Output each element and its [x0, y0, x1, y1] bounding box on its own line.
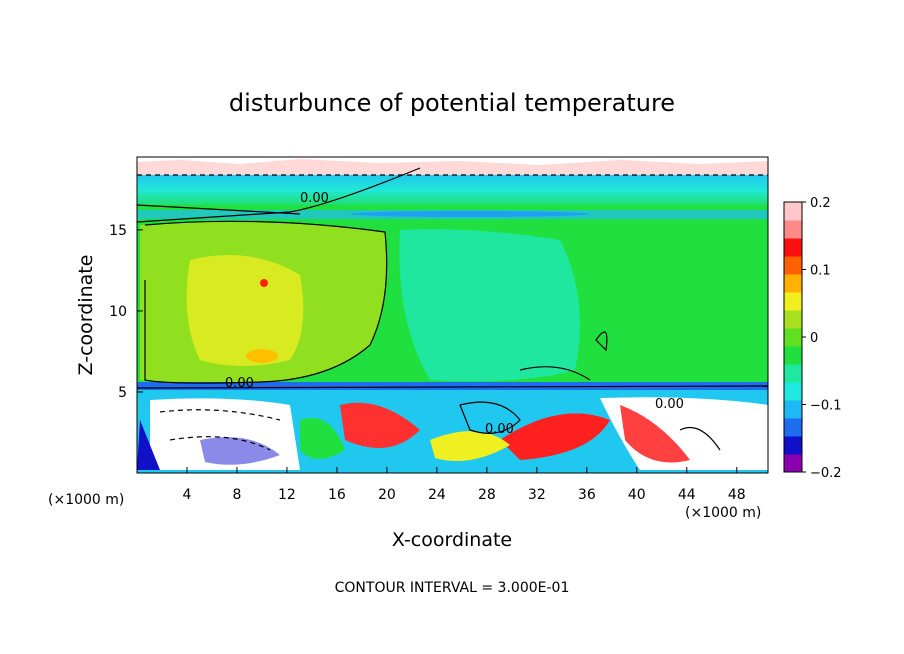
colorbar-tick-label: −0.1: [810, 399, 842, 414]
x-axis-unit-left: (×1000 m): [48, 492, 124, 508]
colorbar-swatch: [784, 418, 802, 437]
x-tick-label: 40: [628, 487, 646, 503]
contour-line: [519, 366, 591, 381]
x-axis-label: X-coordinate: [392, 529, 512, 551]
x-tick-label: 36: [578, 487, 596, 503]
contour-line: [137, 204, 301, 215]
cool-column: [399, 229, 580, 382]
bl-purple-1: [200, 437, 280, 465]
y-tick-label: 5: [118, 385, 127, 401]
colorbar-swatch: [784, 328, 802, 347]
y-tick-label: 10: [109, 304, 127, 320]
contour-line: [595, 331, 608, 352]
colorbar-swatch: [784, 292, 802, 311]
boundary-stripe: [137, 382, 768, 390]
colorbar-swatch: [784, 256, 802, 275]
contour-line: [159, 409, 281, 421]
bl-warm-1: [340, 402, 420, 448]
bl-warm-2: [500, 413, 610, 460]
contour-line: [459, 401, 521, 434]
colorbar-swatch: [784, 454, 802, 473]
x-axis: 4 8 12 16 20 24 28 32 36 40 44 48: [183, 467, 746, 503]
y-tick-label: 15: [109, 223, 127, 239]
bl-green-1: [300, 418, 345, 459]
contour-line: [169, 436, 271, 451]
colorbar-swatch: [784, 238, 802, 257]
colorbar: 0.2 0.1 0 −0.1 −0.2: [783, 196, 842, 481]
bl-warm-3: [620, 405, 690, 463]
x-tick-label: 44: [678, 487, 696, 503]
colorbar-swatch: [784, 400, 802, 419]
hot-spot: [260, 279, 268, 287]
x-tick-label: 4: [183, 487, 192, 503]
colorbar-swatch: [784, 220, 802, 239]
colorbar-swatch: [784, 436, 802, 455]
bl-yellow-1: [430, 431, 510, 462]
tropopause-core: [350, 211, 590, 217]
contour-line: [144, 220, 388, 384]
chart-title: disturbunce of potential temperature: [229, 89, 675, 117]
contour-line: [137, 385, 768, 389]
contour-labels: 0.00 0.00 0.00 0.00: [225, 191, 684, 437]
contour-label: 0.00: [300, 191, 329, 206]
x-tick-label: 32: [528, 487, 546, 503]
upper-cool-band: [137, 175, 768, 205]
x-axis-unit-right: (×1000 m): [685, 505, 761, 521]
colorbar-swatch: [784, 364, 802, 383]
colorbar-tick-label: 0.1: [810, 264, 831, 279]
top-layer: [137, 157, 768, 175]
warm-core-peak: [246, 349, 278, 363]
colorbar-swatch: [784, 346, 802, 365]
x-tick-label: 20: [378, 487, 396, 503]
y-axis: 5 10 15: [109, 223, 143, 401]
bl-blue-1: [137, 420, 160, 470]
contour-label: 0.00: [655, 397, 684, 412]
warm-core: [186, 255, 304, 366]
contour-interval-note: CONTOUR INTERVAL = 3.000E-01: [335, 580, 570, 596]
x-tick-label: 24: [428, 487, 446, 503]
contour-label: 0.00: [225, 376, 254, 391]
colorbar-tick-label: 0: [810, 331, 818, 346]
x-tick-label: 8: [232, 487, 241, 503]
colorbar-swatch: [784, 310, 802, 329]
contour-line: [679, 426, 721, 451]
x-tick-label: 16: [328, 487, 346, 503]
colorbar-tick-label: −0.2: [810, 466, 842, 481]
x-tick-label: 48: [728, 487, 746, 503]
x-tick-label: 12: [278, 487, 296, 503]
contour-line: [137, 167, 421, 223]
contour-lines: [137, 167, 768, 451]
colorbar-swatch: [784, 202, 802, 221]
x-tick-label: 28: [478, 487, 496, 503]
top-layer-detail: [137, 159, 768, 175]
heatmap-field: 0.00 0.00 0.00 0.00: [137, 157, 768, 473]
colorbar-swatch: [784, 382, 802, 401]
colorbar-swatch: [784, 274, 802, 293]
y-axis-label: Z-coordinate: [75, 255, 97, 376]
plot-frame: [136, 156, 769, 474]
contour-label: 0.00: [485, 422, 514, 437]
colorbar-tick-label: 0.2: [810, 196, 831, 211]
